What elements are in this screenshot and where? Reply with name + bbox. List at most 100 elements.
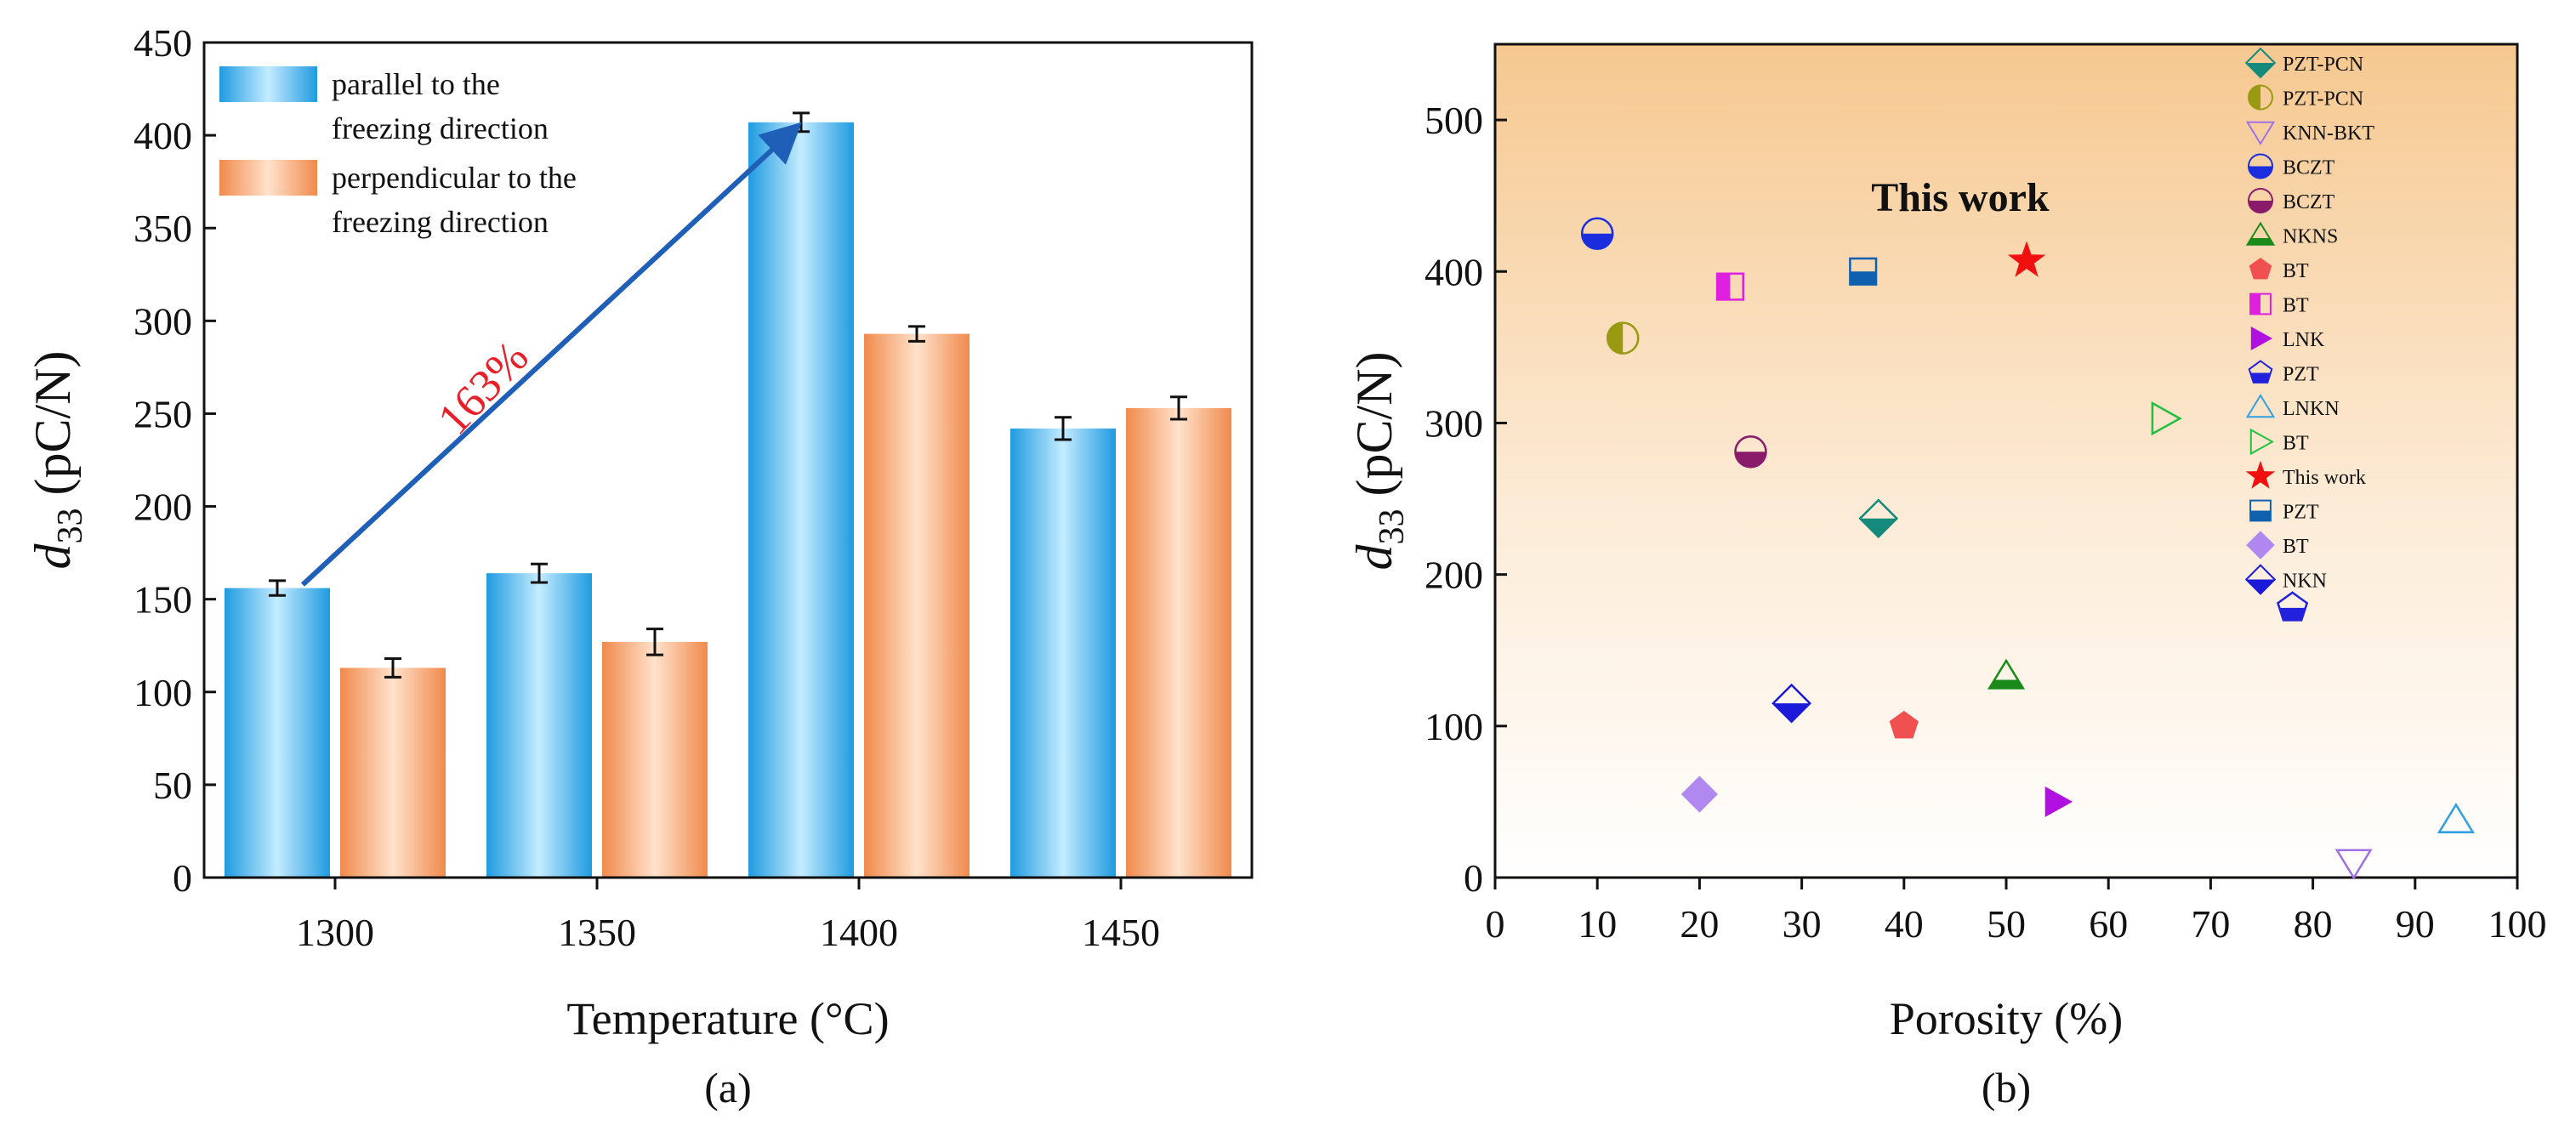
bar-perpendicular-1350 bbox=[602, 641, 708, 878]
marker-shape bbox=[2250, 510, 2271, 521]
scatter-point-nkn bbox=[1771, 683, 1811, 724]
legend-marker bbox=[2246, 531, 2275, 560]
x-tick-label: 70 bbox=[2191, 902, 2230, 946]
marker-shape bbox=[2250, 293, 2260, 315]
legend-label: BT bbox=[2283, 433, 2309, 455]
marker-shape bbox=[2249, 258, 2272, 280]
y-tick-label: 450 bbox=[134, 21, 192, 65]
marker-shape bbox=[2249, 85, 2260, 110]
marker-shape bbox=[2246, 531, 2275, 560]
marker-shape bbox=[1582, 233, 1613, 249]
y-tick-label: 0 bbox=[1464, 856, 1483, 900]
marker-shape bbox=[2244, 564, 2277, 595]
y-tick-label: 200 bbox=[134, 486, 192, 529]
panel-a-bar-chart: 0 50 100 150 200 250 300 350 400 450 1300 1350 1400 1… bbox=[25, 21, 1254, 1111]
increase-annotation: 163% bbox=[428, 331, 538, 444]
marker-shape bbox=[1989, 679, 2023, 689]
legend-label: KNN-BKT bbox=[2283, 122, 2374, 145]
marker-shape bbox=[2151, 401, 2182, 436]
x-tick-label: 0 bbox=[1486, 902, 1505, 946]
marker-shape bbox=[2249, 201, 2272, 213]
y-tick-label: 0 bbox=[173, 856, 192, 900]
marker-shape bbox=[1772, 703, 1811, 722]
scatter-point-this-work bbox=[2007, 241, 2046, 277]
panel-b-plot-background bbox=[1495, 44, 2517, 878]
scatter-point-bt bbox=[1715, 272, 1745, 301]
scatter-point-pzt bbox=[1849, 257, 1878, 286]
y-tick-label: 150 bbox=[134, 578, 192, 622]
panel-a-label: (a) bbox=[704, 1064, 752, 1111]
scatter-point-bt bbox=[1680, 776, 1718, 813]
marker-shape bbox=[1734, 435, 1767, 469]
legend-label: freezing direction bbox=[332, 205, 549, 239]
marker-shape bbox=[1858, 498, 1899, 539]
marker-shape bbox=[2246, 579, 2275, 594]
marker-shape bbox=[2248, 84, 2273, 111]
marker-shape bbox=[1849, 257, 1878, 286]
marker-shape bbox=[2279, 607, 2306, 621]
x-tick-label: 90 bbox=[2396, 902, 2435, 946]
marker-shape bbox=[1860, 518, 1897, 537]
marker-shape bbox=[1735, 452, 1766, 468]
marker-shape bbox=[2437, 802, 2475, 833]
x-tick-label: 40 bbox=[1885, 902, 1924, 946]
legend-label: BCZT bbox=[2283, 157, 2335, 179]
y-tick-label: 100 bbox=[134, 671, 192, 714]
marker-shape bbox=[2044, 786, 2073, 817]
panel-b-scatter-chart: 0 100 200 300 400 500 0 10 20 30 40 50 60 70 80 90 100 P… bbox=[1346, 43, 2547, 1111]
legend-marker bbox=[2245, 221, 2276, 246]
x-tick-label: 50 bbox=[1987, 902, 2026, 946]
x-tick-label: 10 bbox=[1578, 902, 1617, 946]
marker-shape bbox=[2245, 460, 2276, 489]
legend-label: BT bbox=[2283, 295, 2309, 317]
legend-label: PZT bbox=[2283, 364, 2319, 386]
marker-shape bbox=[1850, 271, 1877, 285]
legend-marker bbox=[2245, 394, 2276, 418]
marker-shape bbox=[2249, 499, 2272, 522]
legend-marker bbox=[2248, 188, 2273, 213]
legend-marker bbox=[2250, 327, 2272, 350]
legend-label: LNKN bbox=[2283, 398, 2340, 420]
y-tick-label: 300 bbox=[1424, 401, 1483, 445]
legend-marker bbox=[2248, 360, 2273, 384]
legend-marker bbox=[2249, 293, 2272, 315]
scatter-point-bt bbox=[2151, 401, 2182, 436]
marker-shape bbox=[1606, 321, 1640, 355]
marker-shape bbox=[1987, 658, 2026, 690]
marker-shape bbox=[2248, 188, 2273, 213]
scatter-point-lnk bbox=[2044, 786, 2073, 817]
marker-shape bbox=[2248, 360, 2273, 384]
marker-shape bbox=[2244, 47, 2277, 79]
legend-marker bbox=[2248, 84, 2273, 111]
scatter-point-knn-bkt bbox=[2334, 849, 2373, 880]
panel-b-label: (b) bbox=[1982, 1064, 2031, 1111]
legend-label: perpendicular to the bbox=[332, 161, 577, 195]
bar-perpendicular-1400 bbox=[864, 333, 970, 878]
this-work-label: This work bbox=[1871, 175, 2050, 220]
marker-shape bbox=[2007, 241, 2046, 277]
panel-a-legend: parallel to the freezing direction perpend… bbox=[219, 66, 577, 239]
marker-shape bbox=[2245, 221, 2276, 246]
marker-shape bbox=[1771, 683, 1811, 724]
legend-marker bbox=[2244, 564, 2277, 595]
y-tick-label: 500 bbox=[1424, 99, 1483, 142]
x-tick-label: 100 bbox=[2488, 902, 2547, 946]
bar-perpendicular-1450 bbox=[1126, 407, 1231, 878]
x-tick-label: 1400 bbox=[820, 911, 898, 954]
legend-swatch-perpendicular bbox=[219, 160, 317, 196]
marker-shape bbox=[2249, 293, 2272, 315]
y-tick-label: 250 bbox=[134, 392, 192, 435]
legend-marker bbox=[2249, 258, 2272, 280]
panel-a-axes-frame bbox=[202, 41, 1254, 879]
y-tick-label: 300 bbox=[134, 299, 192, 343]
x-tick-label: 1350 bbox=[558, 911, 636, 954]
legend-marker bbox=[2248, 153, 2273, 179]
scatter-point-pzt-pcn bbox=[1858, 498, 1899, 539]
y-tick-label: 400 bbox=[1424, 250, 1483, 293]
bar-parallel-1450 bbox=[1010, 428, 1116, 878]
marker-shape bbox=[2250, 327, 2272, 350]
scatter-point-nkns bbox=[1987, 658, 2026, 690]
y-tick-label: 50 bbox=[153, 764, 192, 807]
marker-shape bbox=[1715, 272, 1745, 301]
